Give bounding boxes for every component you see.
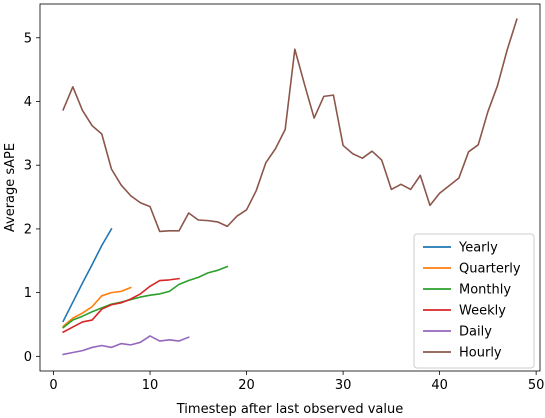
x-tick-label: 50 — [528, 378, 545, 393]
x-tick-label: 20 — [238, 378, 255, 393]
x-axis-label: Timestep after last observed value — [176, 402, 403, 417]
y-axis-ticks: 0 1 2 3 4 5 — [24, 31, 40, 365]
legend-label-yearly: Yearly — [458, 241, 498, 256]
x-tick-label: 0 — [49, 378, 57, 393]
series-line-hourly — [62, 18, 518, 233]
series-line-daily — [62, 335, 190, 356]
x-tick-label: 30 — [335, 378, 352, 393]
legend-label-quarterly: Quarterly — [459, 262, 521, 277]
y-tick-label: 2 — [24, 222, 32, 237]
legend: Yearly Quarterly Monthly Weekly Daily Hourly — [413, 233, 535, 369]
y-tick-label: 4 — [24, 95, 32, 110]
x-tick-label: 40 — [431, 378, 448, 393]
x-axis-ticks: 0 10 20 30 40 50 — [49, 371, 544, 393]
y-tick-label: 0 — [24, 350, 32, 365]
y-tick-label: 3 — [24, 159, 32, 174]
series-line-monthly — [62, 265, 229, 329]
series-line-weekly — [62, 277, 180, 334]
y-axis-label: Average sAPE — [3, 143, 18, 232]
series-layer — [62, 18, 518, 356]
x-tick-label: 10 — [142, 378, 159, 393]
legend-label-monthly: Monthly — [459, 283, 511, 298]
legend-label-weekly: Weekly — [459, 304, 506, 319]
plot-frame — [39, 3, 541, 372]
legend-label-daily: Daily — [459, 325, 492, 340]
legend-label-hourly: Hourly — [459, 346, 502, 361]
series-line-yearly — [62, 227, 113, 323]
y-tick-label: 5 — [24, 31, 32, 46]
y-tick-label: 1 — [24, 286, 32, 301]
series-line-quarterly — [62, 286, 132, 328]
